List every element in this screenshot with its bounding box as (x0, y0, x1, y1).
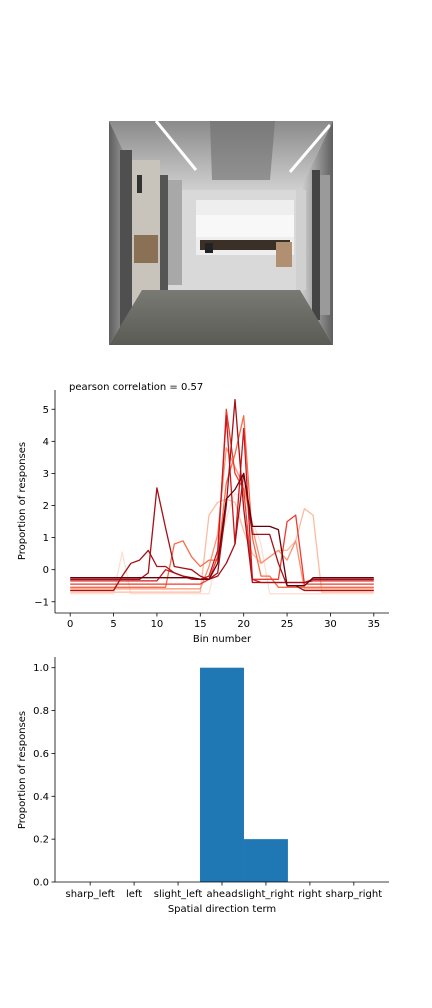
bar-chart-x-tick-label: right (298, 889, 322, 900)
bar-slight_right (244, 839, 288, 882)
bar-chart-y-tick-label: 0.6 (33, 749, 49, 760)
bar-chart-x-label: Spatial direction term (168, 904, 276, 915)
line-chart-y-tick-label: 0 (43, 565, 49, 576)
line-chart-y-tick-label: 2 (43, 501, 49, 512)
bar-chart-y-label: Proportion of responses (17, 711, 28, 829)
bar-chart-y-tick-label: 1.0 (33, 663, 49, 674)
bar-chart-x-tick-label: ahead (206, 889, 237, 900)
line-chart-y-label: Proportion of responses (17, 442, 28, 560)
line-chart-x-tick-label: 5 (110, 619, 116, 630)
line-chart-y-tick-label: −1 (34, 597, 49, 608)
line-chart-x-ticks: 0 5 10 15 20 25 30 35 (67, 613, 380, 630)
bar-chart-y-ticks: 0.0 0.2 0.4 0.6 0.8 1.0 (33, 663, 55, 888)
line-chart-y-tick-label: 1 (43, 533, 49, 544)
bar-chart: sharp_left left slight_left ahead slight_rig… (17, 657, 389, 915)
bar-chart-y-tick-label: 0.4 (33, 792, 49, 803)
bar-chart-y-tick-label: 0.2 (33, 835, 49, 846)
bar-chart-y-tick-label: 0.8 (33, 706, 49, 717)
line-chart-title: pearson correlation = 0.57 (69, 382, 203, 393)
corridor-scene-image (109, 121, 333, 345)
line-chart-x-tick-label: 30 (324, 619, 337, 630)
bar-chart-x-tick-label: slight_right (238, 889, 294, 900)
line-chart: pearson correlation = 0.57 0 5 10 15 20 25 30 3… (17, 382, 389, 645)
bar-chart-x-tick-label: left (126, 889, 142, 900)
bar-chart-x-ticks: sharp_left left slight_left ahead slight_rig… (65, 882, 382, 900)
line-chart-x-tick-label: 20 (237, 619, 250, 630)
bar-chart-x-tick-label: sharp_left (65, 889, 114, 900)
line-chart-x-tick-label: 10 (151, 619, 164, 630)
bar-chart-y-tick-label: 0.0 (33, 878, 49, 889)
line-series-4 (70, 416, 374, 588)
line-chart-x-tick-label: 25 (281, 619, 294, 630)
line-chart-y-tick-label: 5 (43, 405, 49, 416)
line-chart-x-tick-label: 35 (367, 619, 380, 630)
line-series-6 (70, 416, 374, 583)
line-chart-x-tick-label: 0 (67, 619, 73, 630)
line-chart-x-label: Bin number (193, 634, 252, 645)
line-chart-y-tick-label: 4 (43, 437, 49, 448)
bar-chart-bars (200, 668, 288, 882)
bar-chart-x-tick-label: slight_left (154, 889, 203, 900)
line-chart-y-ticks: −1 0 1 2 3 4 5 (34, 405, 55, 609)
line-chart-x-tick-label: 15 (194, 619, 207, 630)
line-chart-series-group (70, 400, 374, 594)
line-chart-y-tick-label: 3 (43, 469, 49, 480)
bar-ahead (200, 668, 244, 882)
bar-chart-x-tick-label: sharp_right (326, 889, 383, 900)
